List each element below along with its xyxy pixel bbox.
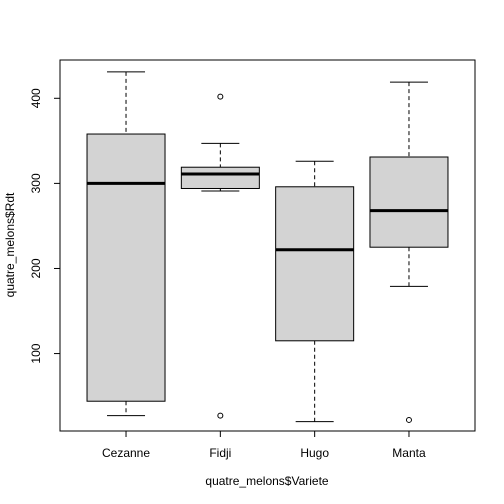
y-tick-label-400: 400 bbox=[29, 88, 43, 108]
outlier-point-manta-1 bbox=[405, 416, 412, 423]
x-tick-label-cezanne: Cezanne bbox=[102, 446, 150, 460]
y-tick-label-100: 100 bbox=[29, 343, 43, 363]
x-tick-label-fidji: Fidji bbox=[209, 446, 231, 460]
iqr-box-cezanne bbox=[86, 133, 166, 402]
iqr-box-hugo bbox=[275, 186, 355, 342]
x-tick-label-manta: Manta bbox=[392, 446, 426, 460]
iqr-box-fidji bbox=[180, 166, 260, 189]
iqr-box-manta bbox=[369, 156, 449, 248]
outlier-point-fidji-2 bbox=[217, 412, 224, 419]
x-axis-label: quatre_melons$Variete bbox=[205, 474, 329, 488]
y-tick-label-200: 200 bbox=[29, 258, 43, 278]
outlier-point-fidji-1 bbox=[217, 93, 224, 100]
box-cezanne bbox=[86, 71, 166, 417]
x-tick-label-hugo: Hugo bbox=[300, 446, 329, 460]
box-hugo bbox=[275, 160, 355, 423]
box-fidji bbox=[180, 93, 260, 419]
plot-frame bbox=[59, 59, 476, 432]
y-axis-label: quatre_melons$Rdt bbox=[3, 192, 17, 297]
y-tick-label-300: 300 bbox=[29, 173, 43, 193]
box-manta bbox=[369, 81, 449, 423]
